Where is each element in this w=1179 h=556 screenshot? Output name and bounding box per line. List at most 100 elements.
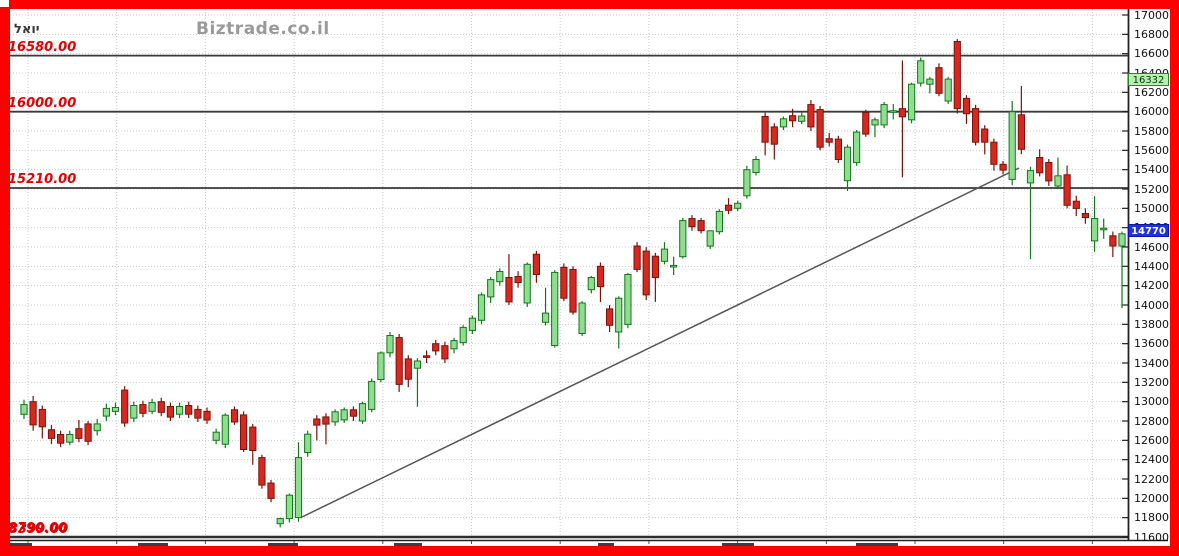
- candle: [642, 250, 650, 296]
- candle: [761, 116, 769, 143]
- candle: [578, 302, 586, 334]
- candle: [157, 401, 165, 413]
- date-label-fragment: [722, 543, 754, 546]
- y-axis-label: 17000: [1134, 8, 1169, 22]
- candle: [999, 163, 1007, 171]
- candle: [670, 264, 678, 268]
- candle: [432, 343, 440, 352]
- candle: [340, 409, 348, 421]
- candle: [1109, 235, 1117, 247]
- date-label-fragment: [2, 543, 32, 546]
- date-label-fragment: [598, 543, 614, 546]
- candle: [377, 352, 385, 380]
- y-axis-label: 15000: [1134, 201, 1169, 215]
- candle: [789, 115, 797, 122]
- candle: [807, 104, 815, 128]
- candle: [1045, 162, 1053, 182]
- y-axis-label: 11800: [1134, 511, 1169, 525]
- y-axis-label: 15800: [1134, 124, 1169, 138]
- candles: [20, 39, 1126, 528]
- candle: [176, 406, 184, 415]
- candle: [551, 271, 559, 347]
- candle: [990, 141, 998, 165]
- candle: [47, 429, 56, 439]
- candle: [972, 108, 980, 143]
- candle: [57, 434, 65, 444]
- candle: [624, 274, 632, 325]
- candle: [349, 409, 357, 417]
- candle: [166, 406, 175, 418]
- y-axis-label: 15200: [1134, 182, 1169, 196]
- y-axis-label: 13800: [1134, 317, 1169, 331]
- candle: [130, 405, 138, 419]
- candle: [981, 128, 989, 143]
- candle: [889, 110, 897, 113]
- support-level-label: 15210.00: [8, 172, 77, 188]
- candle: [358, 403, 367, 422]
- candle: [1072, 200, 1080, 209]
- candle: [413, 360, 421, 369]
- candle: [908, 83, 916, 121]
- y-axis-label: 14400: [1134, 259, 1169, 273]
- biztrade-watermark: Biztrade.co.il: [196, 19, 330, 39]
- candle: [560, 266, 568, 299]
- candle: [450, 340, 458, 350]
- y-axis-label: 13600: [1134, 337, 1169, 351]
- clamped-support-label: 8399.00: [9, 522, 69, 537]
- candle: [1063, 174, 1071, 206]
- candle: [880, 104, 888, 126]
- candle: [423, 355, 431, 358]
- candle: [185, 405, 193, 415]
- price-tag-blue: 14770: [1128, 224, 1169, 238]
- candle: [715, 210, 723, 233]
- y-axis-label: 12600: [1134, 433, 1169, 447]
- y-axis-label: 12400: [1134, 453, 1169, 467]
- corner-notch: [0, 0, 9, 7]
- trend-line: [301, 167, 1020, 518]
- candle: [194, 408, 202, 419]
- y-axis-label: 15600: [1134, 143, 1169, 157]
- candle: [962, 97, 971, 115]
- candle: [487, 279, 495, 298]
- candle: [743, 169, 751, 197]
- y-axis-label: 16200: [1134, 85, 1169, 99]
- y-axis-label: 16800: [1134, 27, 1169, 41]
- candle: [386, 335, 394, 354]
- candle: [496, 271, 504, 283]
- candle: [84, 423, 92, 442]
- candle: [871, 119, 879, 126]
- candle: [404, 358, 412, 380]
- y-axis-label: 13200: [1134, 375, 1169, 389]
- candle: [285, 494, 293, 520]
- candle: [368, 380, 376, 410]
- instrument-title: יואל: [14, 22, 40, 37]
- candle: [542, 312, 550, 323]
- candle: [651, 255, 659, 279]
- candle: [102, 407, 111, 417]
- y-axis-label: 14200: [1134, 279, 1169, 293]
- candle: [322, 416, 330, 425]
- candle: [697, 220, 705, 232]
- y-axis-label: 12000: [1134, 491, 1169, 505]
- candle: [276, 518, 284, 525]
- y-axis-label: 12200: [1134, 472, 1169, 486]
- candle: [20, 404, 28, 415]
- candle: [706, 230, 714, 247]
- price-tag-green: 16332: [1128, 73, 1169, 87]
- candle: [249, 426, 257, 452]
- y-axis-label: 13000: [1134, 395, 1169, 409]
- candle: [953, 41, 961, 110]
- candle: [148, 402, 156, 412]
- candle: [843, 146, 852, 182]
- date-label-fragment: [138, 543, 168, 546]
- candle: [139, 404, 147, 414]
- candle: [477, 294, 486, 321]
- candle: [587, 277, 595, 291]
- candle: [1036, 157, 1044, 174]
- y-axis-label: 16600: [1134, 47, 1169, 61]
- candle: [294, 457, 303, 519]
- date-label-fragment: [268, 543, 298, 546]
- candle: [203, 410, 211, 421]
